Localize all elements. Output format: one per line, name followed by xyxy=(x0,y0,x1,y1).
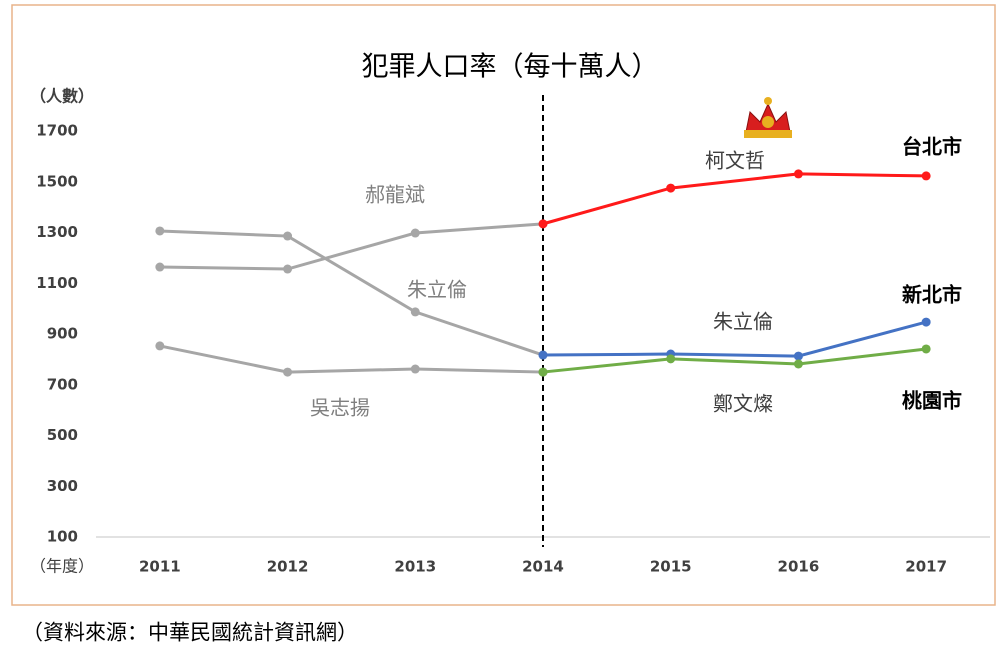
data-point xyxy=(410,364,420,374)
data-point xyxy=(155,226,165,236)
data-point xyxy=(410,228,420,238)
series-line xyxy=(159,229,544,357)
y-tick-label: 1500 xyxy=(36,172,78,190)
y-tick-label: 1300 xyxy=(36,223,78,241)
y-tick-label: 1700 xyxy=(36,122,78,140)
x-tick-label: 2014 xyxy=(522,558,564,576)
data-point xyxy=(155,262,165,272)
data-point xyxy=(538,219,548,229)
y-tick-label: 1100 xyxy=(36,274,78,292)
x-tick-label: 2016 xyxy=(778,558,820,576)
series-line xyxy=(542,347,927,374)
data-point xyxy=(921,317,931,327)
series-label: 台北市 xyxy=(902,135,962,159)
data-point xyxy=(538,350,548,360)
data-point xyxy=(793,359,803,369)
series-label: 桃園市 xyxy=(902,389,962,413)
series-label: 郝龍斌 xyxy=(365,183,425,207)
data-point xyxy=(283,264,293,274)
data-point xyxy=(921,344,931,354)
x-tick-label: 2011 xyxy=(139,558,181,576)
series-line xyxy=(542,320,927,358)
data-point xyxy=(283,231,293,241)
x-tick-label: 2012 xyxy=(267,558,309,576)
data-point xyxy=(921,171,931,181)
y-axis-label: （人數） xyxy=(30,87,94,106)
chart-title: 犯罪人口率（每十萬人） xyxy=(362,52,659,83)
y-tick-label: 500 xyxy=(47,426,78,444)
data-point xyxy=(410,307,420,317)
series-label: 朱立倫 xyxy=(407,278,467,302)
data-point xyxy=(155,341,165,351)
series-line xyxy=(159,344,544,374)
series-label: 吳志揚 xyxy=(310,396,370,420)
data-point xyxy=(283,367,293,377)
y-tick-label: 900 xyxy=(47,325,78,343)
series-line xyxy=(159,222,544,271)
y-tick-label: 100 xyxy=(47,528,78,546)
source-note: （資料來源：中華民國統計資訊網） xyxy=(22,621,358,645)
annotation: 柯文哲 xyxy=(705,149,765,173)
data-point xyxy=(538,367,548,377)
x-axis-label: （年度） xyxy=(30,557,94,576)
x-tick-label: 2017 xyxy=(905,558,947,576)
data-point xyxy=(793,169,803,179)
data-point xyxy=(666,183,676,193)
x-tick-label: 2013 xyxy=(394,558,436,576)
series-line xyxy=(542,172,927,226)
crown-icon xyxy=(744,97,792,138)
annotation: 朱立倫 xyxy=(713,310,773,334)
x-tick-label: 2015 xyxy=(650,558,692,576)
data-point xyxy=(793,351,803,361)
y-tick-label: 300 xyxy=(47,477,78,495)
y-tick-label: 700 xyxy=(47,375,78,393)
chart-frame xyxy=(11,4,996,606)
data-point xyxy=(666,354,676,364)
series-label: 新北市 xyxy=(902,283,962,307)
annotation: 鄭文燦 xyxy=(713,392,773,416)
